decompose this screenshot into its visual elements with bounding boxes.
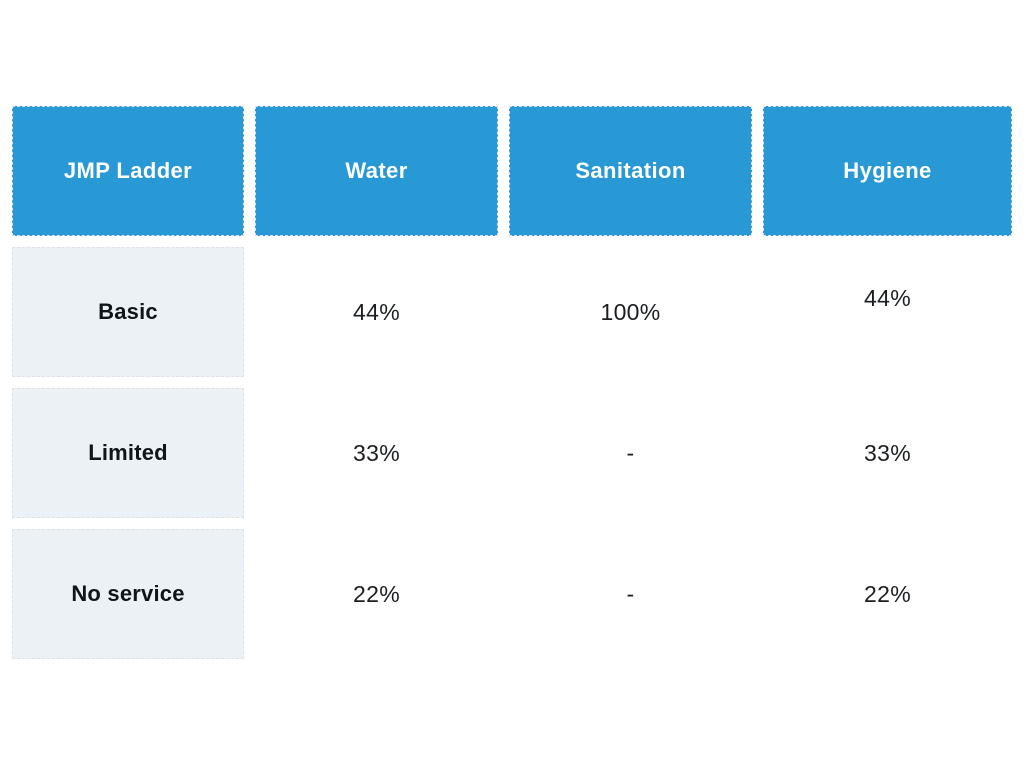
row-label-no-service: No service xyxy=(12,529,244,659)
cell-limited-sanitation: - xyxy=(626,439,635,466)
cell-basic-sanitation: 100% xyxy=(600,298,661,325)
header-cell-sanitation: Sanitation xyxy=(509,106,752,236)
cell-no-service-sanitation: - xyxy=(626,580,635,607)
row-label-basic: Basic xyxy=(12,247,244,377)
header-cell-water: Water xyxy=(255,106,498,236)
header-cell-jmp-ladder: JMP Ladder xyxy=(12,106,244,236)
cell-basic-hygiene: 44% xyxy=(864,284,911,311)
cell-no-service-water: 22% xyxy=(353,580,400,607)
cell-no-service-hygiene: 22% xyxy=(864,580,911,607)
cell-limited-hygiene: 33% xyxy=(864,439,911,466)
cell-basic-water: 44% xyxy=(353,298,400,325)
header-cell-hygiene: Hygiene xyxy=(763,106,1012,236)
row-label-limited: Limited xyxy=(12,388,244,518)
jmp-ladder-table: JMP Ladder Water Sanitation Hygiene Basi… xyxy=(12,106,1012,659)
cell-limited-water: 33% xyxy=(353,439,400,466)
